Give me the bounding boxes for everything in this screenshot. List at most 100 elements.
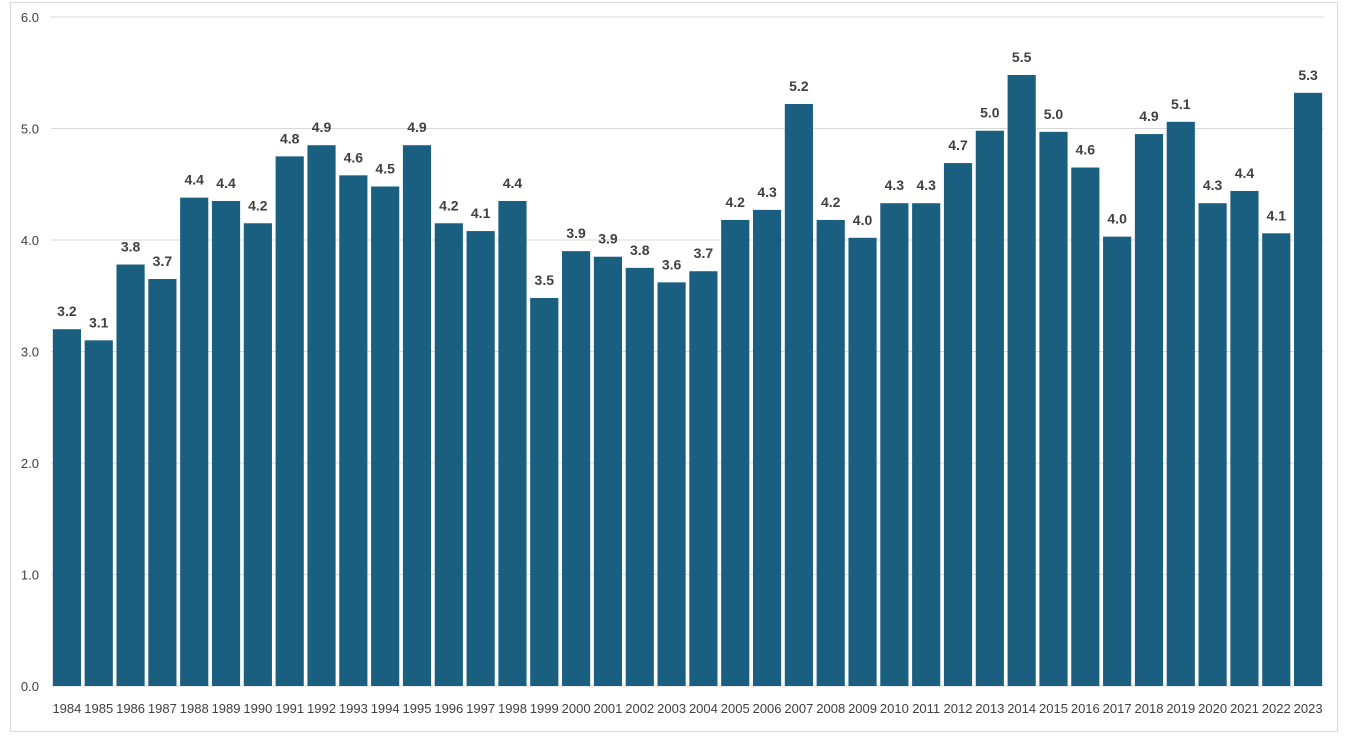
gridlines — [51, 16, 1324, 687]
x-tick-label: 1996 — [434, 701, 463, 716]
x-tick-label: 2015 — [1039, 701, 1068, 716]
data-label: 5.1 — [1171, 96, 1191, 112]
bar — [52, 329, 81, 686]
data-label: 4.3 — [757, 184, 777, 200]
x-tick-label: 1994 — [371, 701, 400, 716]
bar — [1007, 74, 1036, 687]
data-label: 4.0 — [853, 212, 873, 228]
x-tick-label: 1987 — [148, 701, 177, 716]
x-tick-label: 1995 — [403, 701, 432, 716]
x-tick-label: 1989 — [212, 701, 241, 716]
y-tick-label: 0.0 — [21, 679, 39, 694]
x-tick-label: 1997 — [466, 701, 495, 716]
bar — [784, 103, 813, 687]
bar — [1166, 121, 1195, 686]
data-label: 4.3 — [916, 177, 936, 193]
x-tick-label: 1998 — [498, 701, 527, 716]
y-axis-ticks: 0.0 1.0 2.0 3.0 4.0 5.0 6.0 — [21, 10, 39, 694]
data-label: 3.8 — [630, 242, 650, 258]
x-tick-label: 2003 — [657, 701, 686, 716]
x-tick-label: 1986 — [116, 701, 145, 716]
data-label: 3.7 — [153, 253, 173, 269]
bar — [1294, 92, 1323, 686]
x-tick-label: 2017 — [1103, 701, 1132, 716]
bar — [498, 200, 527, 686]
y-tick-label: 6.0 — [21, 10, 39, 25]
x-tick-label: 1993 — [339, 701, 368, 716]
bar — [880, 203, 909, 686]
data-label: 3.9 — [598, 231, 618, 247]
bars — [52, 74, 1323, 687]
y-tick-label: 2.0 — [21, 456, 39, 471]
x-tick-label: 1991 — [275, 701, 304, 716]
x-tick-label: 2007 — [784, 701, 813, 716]
bar — [1071, 167, 1100, 686]
y-tick-label: 1.0 — [21, 568, 39, 583]
x-tick-label: 1988 — [180, 701, 209, 716]
bar — [689, 271, 718, 686]
x-tick-label: 2004 — [689, 701, 718, 716]
data-label: 4.4 — [503, 175, 523, 191]
y-tick-label: 5.0 — [21, 122, 39, 137]
x-tick-label: 2001 — [593, 701, 622, 716]
data-label: 3.9 — [566, 225, 586, 241]
x-tick-label: 2019 — [1166, 701, 1195, 716]
data-label: 4.1 — [471, 205, 491, 221]
bar — [116, 264, 145, 686]
data-label: 4.2 — [248, 197, 268, 213]
data-label: 4.6 — [344, 149, 364, 165]
bar — [1230, 190, 1259, 686]
bar — [816, 219, 845, 686]
data-label: 4.5 — [375, 160, 395, 176]
x-tick-label: 2021 — [1230, 701, 1259, 716]
data-label: 4.2 — [726, 194, 746, 210]
x-tick-label: 1992 — [307, 701, 336, 716]
x-tick-label: 2002 — [625, 701, 654, 716]
data-label: 4.9 — [312, 119, 332, 135]
data-label: 4.2 — [821, 194, 841, 210]
x-tick-label: 2022 — [1262, 701, 1291, 716]
bar — [275, 156, 304, 686]
bar — [562, 251, 591, 686]
x-tick-label: 2011 — [912, 701, 940, 716]
x-tick-label: 2023 — [1294, 701, 1323, 716]
y-tick-label: 3.0 — [21, 345, 39, 360]
data-label: 3.8 — [121, 239, 141, 255]
bar — [371, 186, 400, 687]
bar — [402, 145, 432, 687]
data-label: 4.7 — [948, 137, 968, 153]
data-label: 3.5 — [535, 272, 555, 288]
data-label: 3.2 — [57, 303, 77, 319]
x-tick-label: 1985 — [84, 701, 113, 716]
data-label: 4.9 — [407, 119, 427, 135]
x-tick-label: 2012 — [944, 701, 973, 716]
data-label: 5.5 — [1012, 49, 1032, 65]
x-tick-label: 2010 — [880, 701, 909, 716]
data-label: 4.4 — [1235, 165, 1255, 181]
x-axis-ticks: 1984 1985 1986 1987 1988 1989 1990 1991 1992 1993… — [52, 701, 1322, 716]
bar — [1262, 233, 1291, 686]
data-label: 3.7 — [694, 245, 714, 261]
bar — [530, 297, 559, 686]
data-label: 4.3 — [1203, 177, 1223, 193]
bar — [211, 200, 241, 686]
data-label: 4.6 — [1076, 142, 1096, 158]
bar — [912, 203, 941, 686]
bar — [1134, 134, 1164, 686]
data-label: 3.6 — [662, 256, 682, 272]
data-label: 5.2 — [789, 78, 809, 94]
x-tick-label: 2008 — [816, 701, 845, 716]
x-tick-label: 2006 — [753, 701, 782, 716]
bar — [1039, 131, 1068, 687]
x-tick-label: 2014 — [1007, 701, 1036, 716]
data-label: 4.2 — [439, 197, 459, 213]
x-tick-label: 1999 — [530, 701, 559, 716]
data-label: 4.1 — [1267, 207, 1287, 223]
x-tick-label: 2005 — [721, 701, 750, 716]
bar — [721, 219, 750, 686]
bar — [625, 267, 654, 686]
bar — [657, 282, 686, 686]
x-tick-label: 1984 — [52, 701, 81, 716]
data-labels: 3.2 3.1 3.8 3.7 4.4 4.4 4.2 4.8 4.9 4.6 4.5 4.9 4.2 4… — [57, 49, 1318, 330]
